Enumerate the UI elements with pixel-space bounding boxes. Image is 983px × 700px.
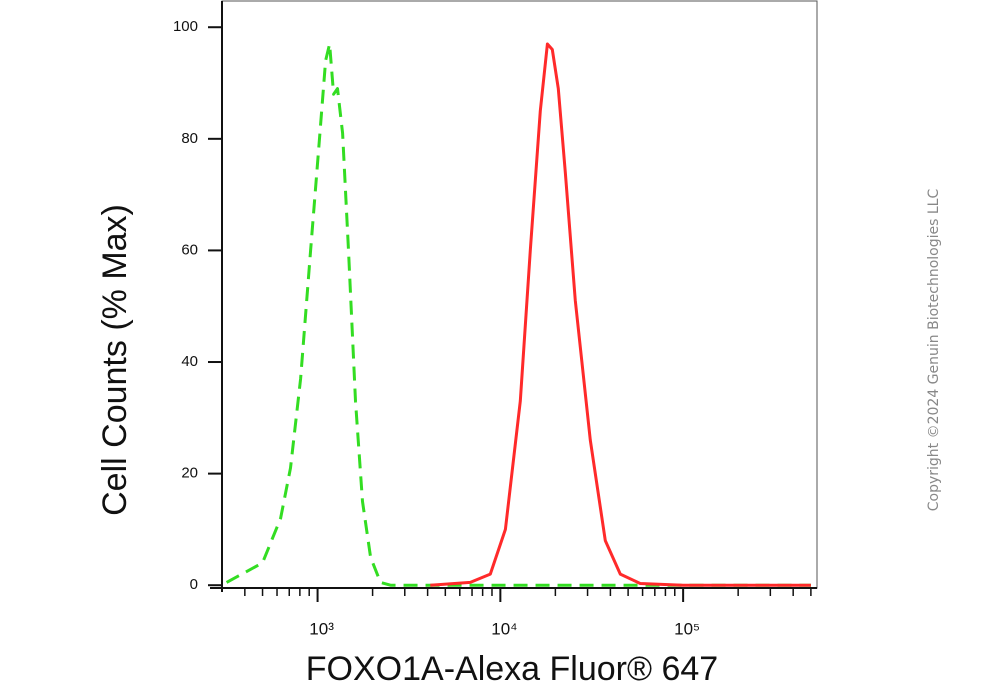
histogram-line [225, 42, 811, 587]
y-tick-label: 60 [181, 241, 198, 258]
plot-frame [221, 0, 818, 589]
x-tick-label: 10⁵ [674, 619, 700, 638]
y-tick-label: 0 [190, 576, 198, 593]
y-tick-label: 100 [173, 18, 198, 35]
y-tick-label: 40 [181, 353, 198, 370]
x-tick-label: 10³ [309, 619, 334, 638]
x-axis-title: FOXO1A-Alexa Fluor® 647 [306, 650, 718, 688]
y-axis-title: Cell Counts (% Max) [96, 204, 134, 516]
y-tick-label: 20 [181, 465, 198, 482]
watermark: Copyright ©2024 Genuin Biotechnologies L… [926, 189, 942, 512]
y-tick-label: 80 [181, 130, 198, 147]
x-tick-label: 10⁴ [491, 619, 517, 638]
histogram-line [430, 42, 811, 587]
